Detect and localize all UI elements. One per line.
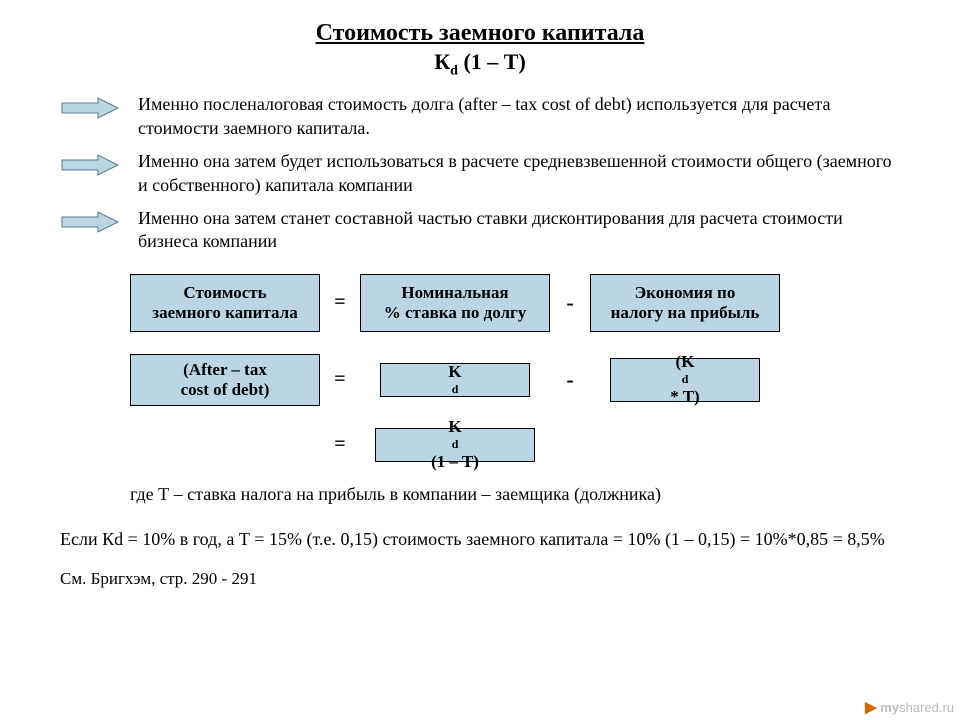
box-line: Экономия по [635, 283, 736, 303]
title-block: Стоимость заемного капитала Кd (1 – Т) [60, 20, 900, 79]
minus-sign: - [550, 367, 590, 393]
arrow-icon [60, 154, 120, 176]
title-main: Стоимость заемного капитала [60, 20, 900, 47]
box-kd-1t: Kd (1 – T) [375, 428, 535, 462]
formula-row-2: (After – tax cost of debt) = Kd - (Kd * … [130, 354, 900, 406]
box-kd-t: (Kd * T) [610, 358, 760, 402]
arrow-icon [60, 97, 120, 119]
box-after-tax: (After – tax cost of debt) [130, 354, 320, 406]
box-line: cost of debt) [181, 380, 270, 400]
arrow-icon [60, 211, 120, 233]
reference-text: См. Бригхэм, стр. 290 - 291 [60, 569, 900, 589]
equals-sign: = [320, 291, 360, 314]
where-text: где Т – ставка налога на прибыль в компа… [130, 484, 900, 505]
box-line: (After – tax [183, 360, 267, 380]
box-line: налогу на прибыль [611, 303, 760, 323]
box-line: Номинальная [401, 283, 508, 303]
formula-row-3: = Kd (1 – T) [130, 428, 900, 462]
bullet-text-3: Именно она затем станет составной частью… [138, 207, 900, 254]
watermark-right: shared.ru [899, 700, 954, 715]
box-line: заемного капитала [152, 303, 297, 323]
formula-row-1: Стоимость заемного капитала = Номинальна… [130, 274, 900, 332]
box-kd: Kd [380, 363, 530, 397]
bullet-row-3: Именно она затем станет составной частью… [60, 207, 900, 254]
example-text: Если Кd = 10% в год, а Т = 15% (т.е. 0,1… [60, 527, 900, 551]
box-cost-debt: Стоимость заемного капитала [130, 274, 320, 332]
box-tax-saving: Экономия по налогу на прибыль [590, 274, 780, 332]
watermark: ▶ myshared.ru [865, 698, 954, 716]
title-sub: Кd (1 – Т) [60, 49, 900, 79]
bullet-row-2: Именно она затем будет использоваться в … [60, 150, 900, 197]
bullet-text-1: Именно посленалоговая стоимость долга (a… [138, 93, 900, 140]
watermark-left: my [880, 700, 899, 715]
box-line: Стоимость [183, 283, 266, 303]
bullet-text-2: Именно она затем будет использоваться в … [138, 150, 900, 197]
box-line: % ставка по долгу [384, 303, 527, 323]
bullet-row-1: Именно посленалоговая стоимость долга (a… [60, 93, 900, 140]
equals-sign: = [320, 368, 360, 391]
minus-sign: - [550, 290, 590, 316]
equals-sign: = [320, 433, 360, 456]
formula-zone: Стоимость заемного капитала = Номинальна… [130, 274, 900, 462]
box-nominal-rate: Номинальная % ставка по долгу [360, 274, 550, 332]
